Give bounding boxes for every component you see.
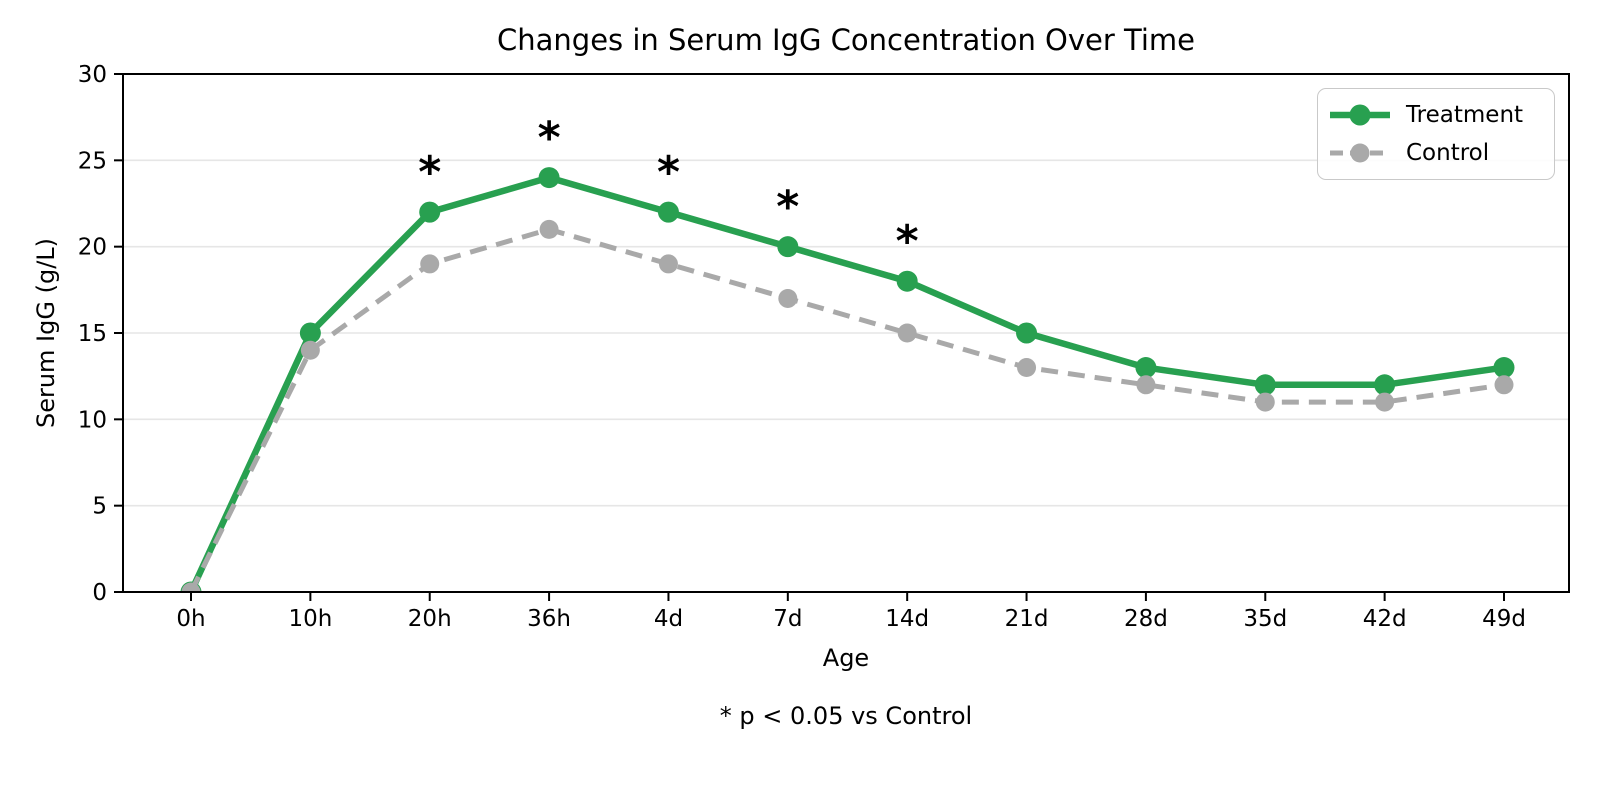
control-marker bbox=[1136, 375, 1156, 395]
control-marker bbox=[897, 323, 917, 343]
control-swatch-marker bbox=[1350, 143, 1370, 163]
significance-asterisk: * bbox=[776, 181, 799, 232]
y-tick-label: 0 bbox=[92, 580, 107, 606]
control-marker bbox=[1255, 392, 1275, 412]
x-tick-label: 42d bbox=[1363, 606, 1407, 632]
y-tick-label: 25 bbox=[78, 148, 107, 174]
control-marker bbox=[420, 254, 440, 274]
x-tick-label: 14d bbox=[885, 606, 929, 632]
significance-footnote: * p < 0.05 vs Control bbox=[719, 702, 973, 730]
x-tick-label: 20h bbox=[408, 606, 452, 632]
treatment-marker bbox=[1374, 374, 1396, 396]
significance-asterisk: * bbox=[657, 147, 680, 198]
treatment-marker bbox=[299, 322, 321, 344]
treatment-marker bbox=[1135, 357, 1157, 379]
treatment-marker bbox=[1254, 374, 1276, 396]
legend: Treatment Control bbox=[1317, 88, 1555, 180]
legend-label-control: Control bbox=[1406, 140, 1490, 167]
x-tick-label: 28d bbox=[1124, 606, 1168, 632]
treatment-marker bbox=[896, 270, 918, 292]
control-line-swatch bbox=[1330, 143, 1390, 163]
significance-asterisk: * bbox=[896, 216, 919, 267]
control-marker bbox=[300, 340, 320, 360]
x-tick-label: 0h bbox=[176, 606, 205, 632]
control-marker bbox=[181, 582, 201, 592]
control-line bbox=[188, 226, 1505, 592]
control-marker bbox=[778, 288, 798, 308]
x-tick-label: 49d bbox=[1482, 606, 1526, 632]
treatment-line-swatch bbox=[1330, 104, 1390, 126]
control-marker bbox=[1494, 375, 1514, 395]
x-tick-label: 4d bbox=[654, 606, 683, 632]
control-marker bbox=[1017, 358, 1037, 378]
x-tick-label: 7d bbox=[773, 606, 802, 632]
treatment-marker bbox=[419, 201, 441, 223]
y-tick-label: 15 bbox=[78, 321, 107, 347]
x-tick-label: 35d bbox=[1243, 606, 1287, 632]
y-tick-label: 20 bbox=[78, 235, 107, 261]
treatment-line bbox=[188, 174, 1505, 592]
x-tick-label: 21d bbox=[1005, 606, 1049, 632]
x-tick-label: 10h bbox=[288, 606, 332, 632]
legend-item-control: Control bbox=[1328, 140, 1554, 166]
x-axis-label: Age bbox=[822, 644, 870, 672]
y-tick-label: 5 bbox=[92, 494, 107, 520]
series-control bbox=[181, 219, 1514, 592]
control-marker bbox=[1375, 392, 1395, 412]
control-marker bbox=[658, 254, 678, 274]
significance-asterisk: * bbox=[418, 147, 441, 198]
y-tick-label: 30 bbox=[78, 62, 107, 88]
x-tick-label: 36h bbox=[527, 606, 571, 632]
treatment-marker bbox=[538, 167, 560, 189]
y-axis-label: Serum IgG (g/L) bbox=[32, 237, 60, 429]
significance-asterisk: * bbox=[538, 112, 561, 163]
treatment-marker bbox=[1016, 322, 1038, 344]
legend-item-treatment: Treatment bbox=[1328, 102, 1554, 128]
treatment-marker bbox=[777, 236, 799, 258]
legend-label-treatment: Treatment bbox=[1406, 101, 1524, 128]
series-treatment bbox=[180, 167, 1515, 592]
treatment-marker bbox=[657, 201, 679, 223]
control-marker bbox=[539, 219, 559, 239]
treatment-marker bbox=[1493, 357, 1515, 379]
y-tick-label: 10 bbox=[78, 407, 107, 433]
treatment-swatch-marker bbox=[1349, 104, 1371, 126]
chart-title: Changes in Serum IgG Concentration Over … bbox=[497, 23, 1195, 57]
